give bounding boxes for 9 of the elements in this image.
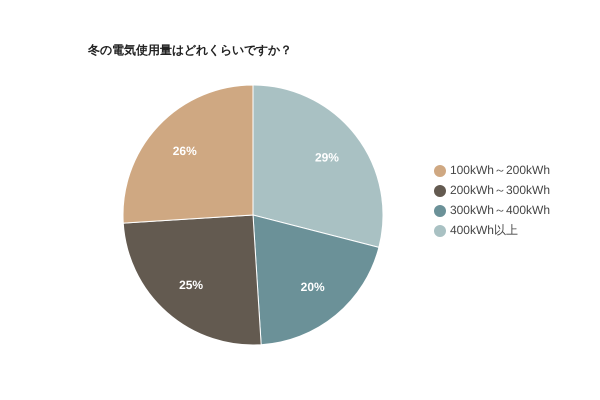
data-label: 29% bbox=[314, 150, 340, 165]
data-label: 25% bbox=[179, 278, 204, 292]
data-label: 20% bbox=[300, 280, 325, 294]
legend-label: 100kWh～200kWh bbox=[450, 163, 550, 177]
data-label: 26% bbox=[172, 144, 198, 158]
chart-title: 冬の電気使用量はどれくらいですか？ bbox=[88, 42, 292, 59]
legend-label: 300kWh～400kWh bbox=[450, 203, 550, 217]
legend-label: 200kWh～300kWh bbox=[450, 183, 550, 197]
legend-label: 400kWh以上 bbox=[450, 223, 518, 237]
